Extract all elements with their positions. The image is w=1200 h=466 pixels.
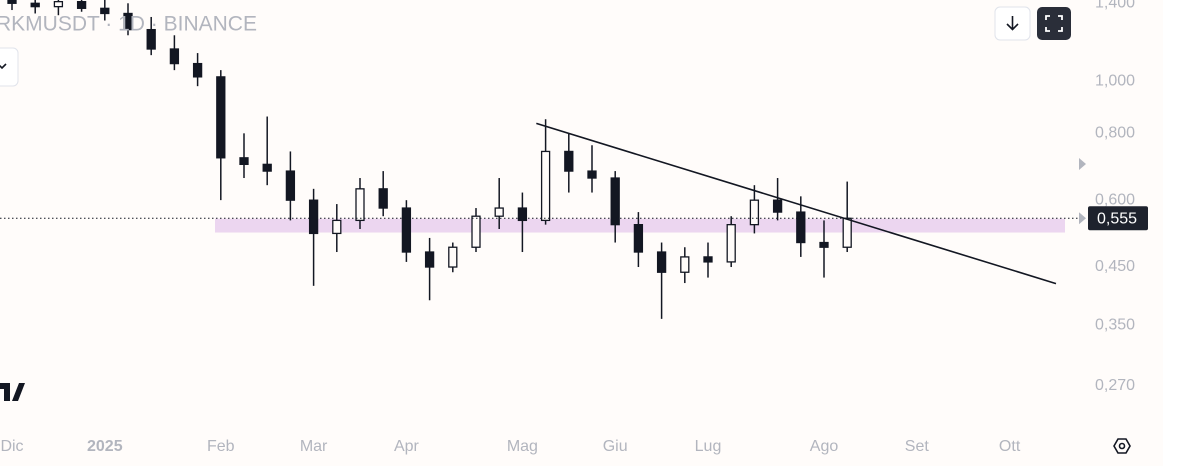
candle-body (285, 170, 296, 201)
candle-body (726, 224, 736, 263)
x-tick-label: 2025 (87, 438, 123, 455)
y-tick-label: 1,000 (1095, 73, 1135, 90)
candle-body (772, 199, 783, 213)
x-tick-label: Lug (695, 438, 722, 455)
candle-body (564, 150, 574, 172)
candle-body (216, 76, 226, 159)
candle-body (239, 157, 249, 166)
candle-body (680, 256, 690, 273)
candle-body (494, 207, 504, 217)
candle-body (656, 251, 667, 273)
candle-body (192, 62, 203, 78)
collapse-button[interactable] (0, 47, 19, 87)
candle-body (610, 177, 620, 226)
candle-body (517, 207, 528, 222)
candle-body (540, 150, 551, 222)
candle-body (471, 215, 481, 248)
y-tick-label: 0,350 (1095, 317, 1135, 334)
axis-arrow (1079, 158, 1086, 170)
symbol-title: RKMUSDT · 1D · BINANCE (0, 13, 257, 36)
candle-body (76, 0, 87, 9)
y-tick-label: 0,800 (1095, 125, 1135, 142)
tradingview-logo (0, 383, 25, 401)
x-tick-label: Mag (507, 438, 538, 455)
x-tick-label: Giu (603, 438, 628, 455)
x-tick-label: Feb (207, 438, 235, 455)
candle-body (448, 246, 458, 268)
trendline (536, 122, 1057, 285)
candle-body (308, 199, 319, 235)
collapse-icon (0, 63, 7, 70)
settings-icon (1113, 438, 1131, 454)
y-tick-label: 0,600 (1095, 191, 1135, 208)
candle-body (7, 0, 17, 4)
candle-body (749, 199, 760, 226)
axis-arrow (1079, 212, 1086, 225)
chart-background (0, 0, 1163, 466)
last-price-box (1088, 206, 1148, 231)
arrow-down-icon (1006, 16, 1019, 31)
last-price-label: 0,555 (1097, 211, 1137, 228)
plot-area (0, 0, 1078, 319)
candle-body (355, 188, 365, 222)
x-tick-label: Apr (394, 438, 420, 455)
candle-body (587, 170, 597, 179)
y-tick-label: 0,450 (1095, 258, 1135, 275)
candle-body (401, 207, 412, 253)
candle-body (633, 224, 644, 253)
candle-body (123, 12, 133, 31)
candle-body (796, 211, 806, 244)
settings-icon-center (1118, 442, 1126, 450)
candle-body (262, 163, 272, 172)
x-tick-label: Mar (300, 438, 328, 455)
candle-body (842, 217, 852, 248)
candle-body (169, 48, 180, 65)
candle-body (53, 0, 64, 8)
candle-body (100, 7, 110, 15)
settings-button[interactable] (1113, 438, 1131, 454)
candle-body (332, 219, 342, 235)
candle-body (424, 251, 435, 268)
fullscreen-icon (1045, 15, 1063, 32)
x-tick-label: Ago (810, 438, 839, 455)
candle-body (703, 256, 713, 263)
candle-body (378, 188, 388, 209)
candle-body (30, 2, 40, 8)
fullscreen-button[interactable] (1037, 7, 1071, 40)
candle-body (146, 28, 156, 50)
x-tick-label: Ott (999, 438, 1021, 455)
y-tick-label: 1,400 (1095, 0, 1135, 12)
candle-body (819, 241, 829, 248)
x-tick-label: Dic (0, 438, 23, 455)
x-tick-label: Set (905, 438, 930, 455)
right-edge (1163, 0, 1200, 466)
y-tick-label: 0,270 (1095, 377, 1135, 394)
